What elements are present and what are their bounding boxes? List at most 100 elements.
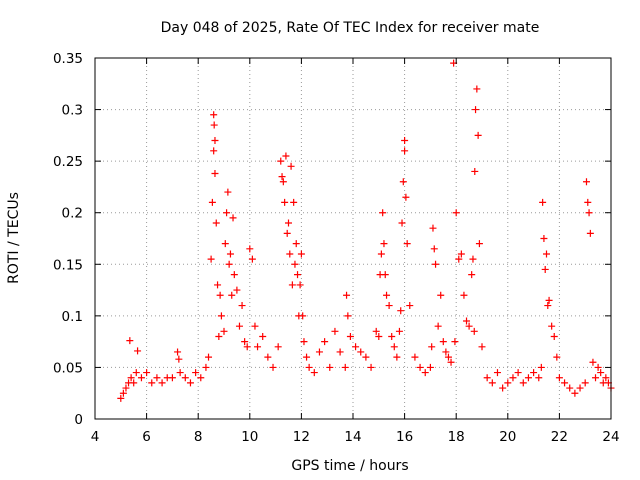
data-point bbox=[246, 245, 254, 253]
data-point bbox=[292, 240, 300, 248]
data-point bbox=[274, 343, 282, 351]
y-tick-label: 0.05 bbox=[53, 360, 83, 376]
data-point bbox=[286, 250, 294, 258]
y-tick-label: 0.1 bbox=[62, 309, 83, 325]
data-point bbox=[238, 302, 246, 310]
data-point bbox=[343, 291, 351, 299]
x-tick-label: 18 bbox=[448, 429, 465, 445]
data-point bbox=[457, 250, 465, 258]
data-point bbox=[228, 291, 236, 299]
data-point bbox=[474, 131, 482, 139]
data-point bbox=[398, 219, 406, 227]
data-point bbox=[372, 327, 380, 335]
data-point bbox=[444, 353, 452, 361]
y-tick-labels: 0 0.05 0.1 0.15 0.2 0.25 0.3 0.35 bbox=[53, 51, 83, 428]
data-point bbox=[478, 343, 486, 351]
data-point bbox=[514, 369, 522, 377]
x-tick-label: 8 bbox=[194, 429, 203, 445]
data-point bbox=[210, 111, 218, 119]
data-point bbox=[207, 255, 215, 263]
data-point bbox=[186, 379, 194, 387]
data-point bbox=[211, 170, 219, 178]
data-point bbox=[294, 271, 302, 279]
data-point bbox=[571, 389, 579, 397]
data-point bbox=[509, 374, 517, 382]
axis-ticks bbox=[94, 57, 612, 420]
data-point bbox=[117, 394, 125, 402]
data-point bbox=[416, 363, 424, 371]
data-point bbox=[221, 240, 229, 248]
data-point bbox=[212, 219, 220, 227]
data-point bbox=[282, 152, 290, 160]
data-point bbox=[181, 374, 189, 382]
data-point bbox=[584, 198, 592, 206]
data-point bbox=[208, 198, 216, 206]
data-point bbox=[543, 250, 550, 258]
data-point bbox=[383, 291, 391, 299]
data-point bbox=[352, 343, 360, 351]
data-point bbox=[465, 322, 473, 330]
data-point bbox=[331, 327, 339, 335]
data-point bbox=[297, 250, 305, 258]
data-point bbox=[421, 369, 429, 377]
data-point bbox=[205, 353, 213, 361]
data-point bbox=[243, 343, 251, 351]
data-point bbox=[148, 379, 156, 387]
data-point bbox=[553, 353, 561, 361]
data-point bbox=[216, 291, 224, 299]
data-point bbox=[259, 332, 267, 340]
data-point bbox=[468, 271, 476, 279]
data-point bbox=[471, 167, 479, 175]
data-point bbox=[287, 162, 295, 170]
data-point bbox=[210, 147, 218, 155]
data-point bbox=[176, 369, 184, 377]
data-point bbox=[535, 374, 543, 382]
data-point bbox=[493, 369, 501, 377]
data-point bbox=[488, 379, 496, 387]
data-point bbox=[544, 302, 552, 310]
data-point bbox=[585, 209, 593, 217]
data-point bbox=[539, 198, 547, 206]
chart-title: Day 048 of 2025, Rate Of TEC Index for r… bbox=[161, 20, 540, 36]
data-point bbox=[401, 137, 409, 145]
data-points bbox=[117, 59, 615, 402]
y-tick-label: 0 bbox=[74, 412, 83, 428]
data-point bbox=[537, 363, 545, 371]
data-point bbox=[291, 260, 299, 268]
data-point bbox=[548, 322, 556, 330]
data-point bbox=[220, 327, 228, 335]
data-point bbox=[174, 348, 182, 356]
data-point bbox=[290, 198, 298, 206]
data-point bbox=[470, 327, 478, 335]
data-point bbox=[226, 250, 234, 258]
data-point bbox=[279, 178, 287, 186]
data-point bbox=[388, 332, 396, 340]
data-point bbox=[362, 353, 370, 361]
data-point bbox=[395, 327, 403, 335]
data-point bbox=[158, 379, 166, 387]
data-point bbox=[439, 338, 447, 346]
data-point bbox=[545, 296, 553, 304]
data-point bbox=[403, 240, 411, 248]
data-point bbox=[202, 363, 210, 371]
data-point bbox=[303, 353, 311, 361]
x-tick-label: 4 bbox=[91, 429, 100, 445]
data-point bbox=[341, 363, 349, 371]
data-point bbox=[380, 240, 388, 248]
data-point bbox=[357, 348, 365, 356]
data-point bbox=[582, 178, 590, 186]
data-point bbox=[126, 337, 134, 345]
data-point bbox=[326, 363, 334, 371]
data-point bbox=[594, 363, 602, 371]
data-point bbox=[251, 322, 259, 330]
data-point bbox=[429, 224, 437, 232]
data-point bbox=[215, 332, 223, 340]
data-point bbox=[397, 307, 405, 315]
data-point bbox=[119, 389, 127, 397]
data-point bbox=[168, 374, 176, 382]
y-tick-label: 0.2 bbox=[62, 206, 83, 222]
data-point bbox=[473, 85, 481, 93]
data-point bbox=[310, 369, 318, 377]
data-point bbox=[285, 219, 292, 227]
data-point bbox=[475, 240, 483, 248]
